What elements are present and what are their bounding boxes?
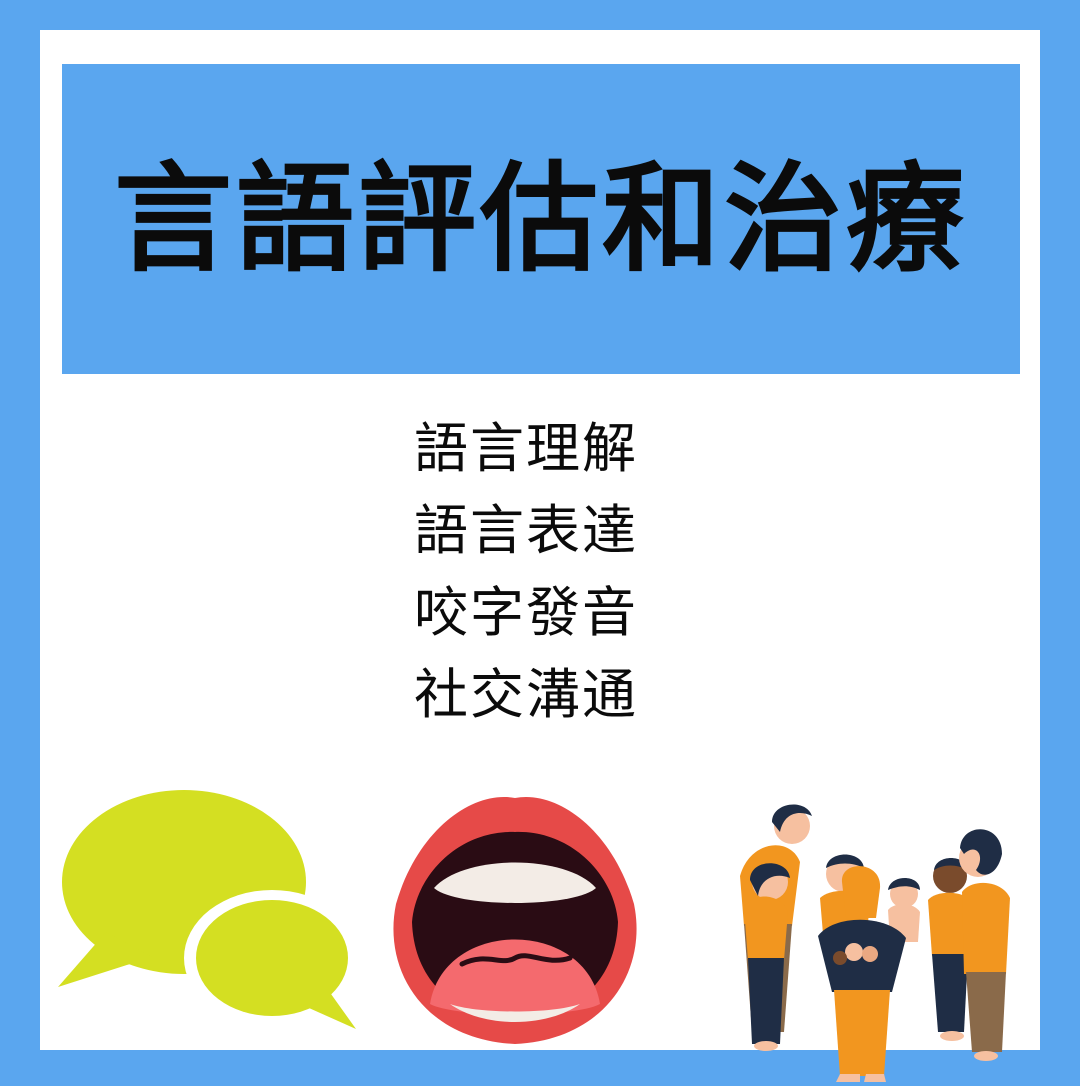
page-title: 言語評估和治療: [113, 150, 968, 288]
service-item: 社交溝通: [414, 663, 638, 726]
service-list: 語言理解 語言表達 咬字發音 社交溝通: [40, 408, 1012, 736]
service-item: 語言表達: [414, 499, 638, 562]
flyer-card: 言語評估和治療 語言理解 語言表達 咬字發音 社交溝通: [40, 30, 1040, 1082]
service-item: 咬字發音: [414, 581, 638, 644]
speech-bubbles-icon: [58, 790, 360, 1029]
service-item: 語言理解: [414, 417, 638, 480]
group-of-people-icon: [740, 804, 1010, 1082]
open-mouth-icon: [393, 796, 637, 1044]
title-banner: 言語評估和治療: [62, 64, 1020, 374]
